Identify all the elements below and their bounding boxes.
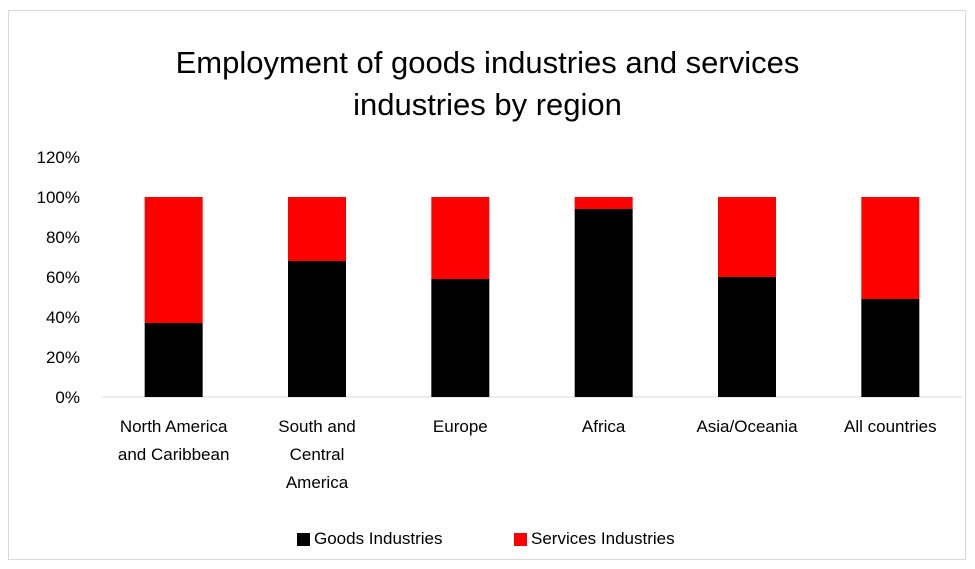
y-tick-label: 100%	[37, 188, 80, 207]
chart-title-line-1: Employment of goods industries and servi…	[175, 45, 800, 80]
bar-goods	[574, 209, 633, 397]
y-tick-label: 80%	[46, 228, 80, 247]
y-tick-label: 0%	[55, 388, 80, 407]
legend-swatch-services	[514, 532, 527, 546]
bar-goods	[431, 279, 490, 397]
x-category-label: Asia/Oceania	[696, 417, 798, 436]
bar-services	[861, 197, 920, 299]
y-axis-labels: 0% 20% 40% 60% 80% 100% 120%	[37, 148, 80, 407]
x-category-label: All countries	[844, 417, 937, 436]
x-category-label: Europe	[433, 417, 488, 436]
legend: Goods Industries Services Industries	[0, 526, 975, 552]
legend-swatch-goods	[297, 532, 310, 546]
bars	[144, 197, 920, 397]
bar-services	[431, 197, 490, 279]
bar-services	[144, 197, 203, 323]
bar-goods	[718, 277, 776, 397]
x-category-label: Africa	[582, 417, 626, 436]
legend-item-services: Services Industries	[514, 526, 675, 552]
bar-goods	[144, 323, 203, 397]
legend-label-goods: Goods Industries	[314, 529, 443, 548]
legend-item-goods: Goods Industries	[297, 526, 443, 552]
bar-goods	[861, 299, 920, 397]
bar-services	[718, 197, 776, 277]
legend-label-services: Services Industries	[531, 529, 675, 548]
x-category-label: South and Central America	[278, 417, 356, 492]
bar-services	[574, 197, 633, 209]
bar-services	[288, 197, 346, 261]
bar-goods	[288, 261, 346, 397]
chart-title-line-2: industries by region	[353, 87, 622, 122]
chart-title: Employment of goods industries and servi…	[0, 42, 975, 126]
x-axis-labels: North America and Caribbean South and Centr…	[118, 417, 937, 492]
y-tick-label: 120%	[37, 148, 80, 167]
y-tick-label: 40%	[46, 308, 80, 327]
x-category-label: North America and Caribbean	[118, 417, 230, 464]
y-tick-label: 60%	[46, 268, 80, 287]
y-tick-label: 20%	[46, 348, 80, 367]
